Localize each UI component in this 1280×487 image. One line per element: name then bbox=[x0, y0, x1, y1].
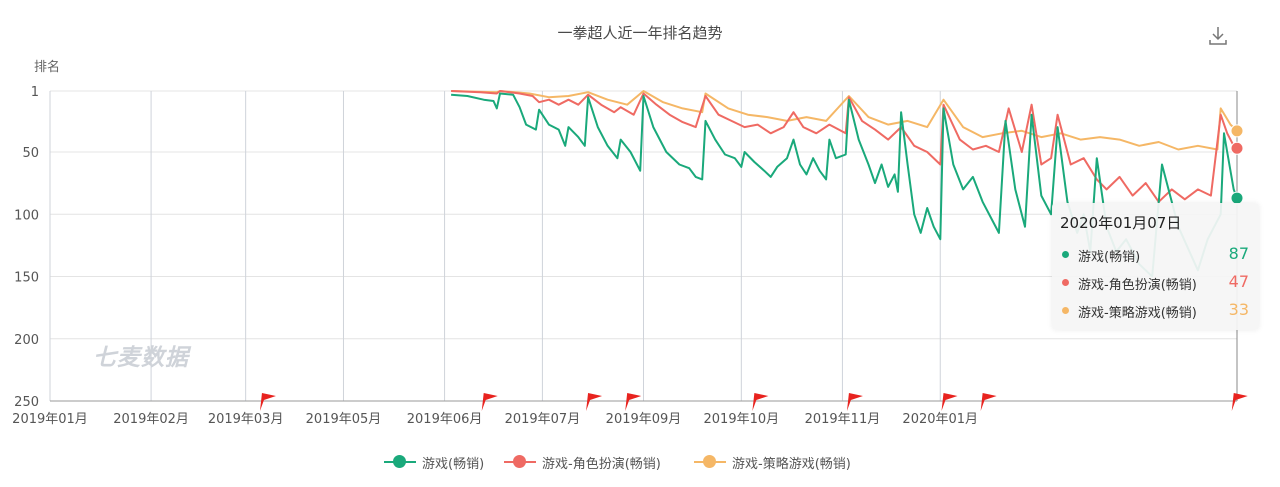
series-line bbox=[451, 90, 1238, 203]
legend-item[interactable]: 游戏-角色扮演(畅销) bbox=[504, 452, 689, 472]
tooltip-series-value: 87 bbox=[1228, 244, 1249, 263]
tooltip-row: 游戏-角色扮演(畅销) 47 bbox=[1060, 272, 1249, 293]
x-tick-label: 2019年11月 bbox=[805, 412, 881, 427]
event-flag-icon bbox=[481, 393, 498, 411]
watermark: 七麦数据 bbox=[93, 345, 189, 371]
series-end-marker bbox=[1230, 141, 1244, 155]
series-end-marker bbox=[1230, 124, 1244, 138]
x-tick-label: 2019年01月 bbox=[12, 412, 88, 427]
event-flag-icon bbox=[625, 393, 642, 411]
x-tick-label: 2020年01月 bbox=[902, 412, 978, 427]
tooltip-series-name: 游戏-角色扮演(畅销) bbox=[1078, 278, 1197, 293]
x-tick-label: 2019年07月 bbox=[505, 412, 581, 427]
x-tick-label: 2019年02月 bbox=[113, 412, 189, 427]
y-axis-title: 排名 bbox=[34, 60, 61, 75]
legend-label: 游戏-角色扮演(畅销) bbox=[542, 457, 661, 472]
series-line bbox=[451, 90, 1238, 151]
y-tick-label: 150 bbox=[14, 271, 39, 286]
x-tick-label: 2019年09月 bbox=[606, 412, 682, 427]
event-flag-icon bbox=[980, 393, 997, 411]
event-flag-icon bbox=[259, 393, 276, 411]
y-tick-label: 200 bbox=[14, 333, 39, 348]
y-tick-label: 50 bbox=[22, 146, 39, 161]
tooltip-date: 2020年01月07日 bbox=[1060, 214, 1182, 232]
legend-item[interactable]: 游戏-策略游戏(畅销) bbox=[694, 452, 879, 472]
y-tick-label: 250 bbox=[14, 395, 39, 410]
legend-label: 游戏(畅销) bbox=[422, 457, 485, 472]
legend-marker-icon bbox=[393, 455, 406, 468]
series-marker-icon bbox=[1062, 251, 1069, 258]
tooltip-row: 游戏(畅销) 87 bbox=[1060, 244, 1249, 265]
y-tick-label: 100 bbox=[14, 208, 39, 223]
tooltip-series-name: 游戏-策略游戏(畅销) bbox=[1078, 306, 1197, 321]
chart-title: 一拳超人近一年排名趋势 bbox=[557, 24, 723, 42]
x-tick-label: 2019年10月 bbox=[704, 412, 780, 427]
series-marker-icon bbox=[1062, 279, 1069, 286]
event-flag-icon bbox=[586, 393, 603, 411]
chart-legend: 游戏(畅销) 游戏-角色扮演(畅销) 游戏-策略游戏(畅销) bbox=[0, 452, 1280, 472]
y-tick-label: 1 bbox=[31, 85, 39, 100]
tooltip-row: 游戏-策略游戏(畅销) 33 bbox=[1060, 300, 1249, 321]
download-icon[interactable] bbox=[1206, 24, 1230, 48]
tooltip-series-name: 游戏(畅销) bbox=[1078, 250, 1141, 265]
event-flag-icon bbox=[941, 393, 958, 411]
tooltip-series-value: 33 bbox=[1228, 300, 1249, 319]
tooltip: 2020年01月07日 游戏(畅销) 87 游戏-角色扮演(畅销) 47 游戏-… bbox=[1052, 203, 1259, 330]
event-flag-icon bbox=[1231, 393, 1248, 411]
x-tick-label: 2019年05月 bbox=[306, 412, 382, 427]
legend-marker-icon bbox=[703, 455, 716, 468]
series-marker-icon bbox=[1062, 307, 1069, 314]
event-flag-icon bbox=[752, 393, 769, 411]
legend-marker-icon bbox=[513, 455, 526, 468]
x-tick-label: 2019年06月 bbox=[407, 412, 483, 427]
legend-item[interactable]: 游戏(畅销) bbox=[384, 452, 499, 472]
legend-label: 游戏-策略游戏(畅销) bbox=[732, 457, 851, 472]
x-tick-label: 2019年03月 bbox=[208, 412, 284, 427]
tooltip-series-value: 47 bbox=[1228, 272, 1249, 291]
event-flag-icon bbox=[846, 393, 863, 411]
